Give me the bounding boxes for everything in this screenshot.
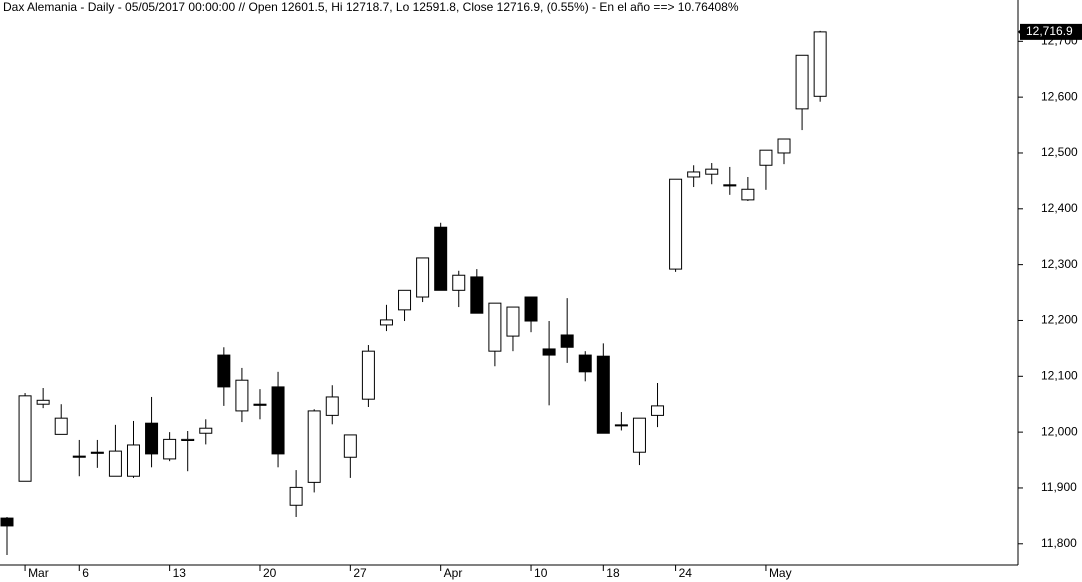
chart-title: Dax Alemania - Daily - 05/05/2017 00:00:… bbox=[3, 0, 739, 14]
y-tick-label: 12,100 bbox=[1041, 368, 1078, 382]
candle-body bbox=[434, 226, 448, 291]
candle-body bbox=[217, 354, 231, 388]
candle-body bbox=[145, 422, 159, 455]
candle-body bbox=[596, 355, 610, 434]
candle-body bbox=[253, 403, 267, 406]
y-tick-label: 12,500 bbox=[1041, 145, 1078, 159]
candle-body bbox=[90, 451, 104, 454]
candle-body bbox=[307, 410, 321, 483]
candle-body bbox=[651, 405, 665, 416]
x-tick-label: Apr bbox=[444, 566, 463, 580]
candle-body bbox=[614, 424, 628, 427]
y-tick-label: 11,900 bbox=[1041, 480, 1077, 494]
y-tick-label: 12,400 bbox=[1041, 201, 1078, 215]
candle-body bbox=[361, 350, 375, 400]
candle-body bbox=[379, 319, 393, 326]
candle-body bbox=[271, 386, 285, 455]
candle-body bbox=[759, 149, 773, 166]
candle-body bbox=[578, 354, 592, 373]
candle-body bbox=[108, 450, 122, 477]
candle-body bbox=[687, 171, 701, 178]
candle-body bbox=[325, 396, 339, 416]
candle-body bbox=[795, 54, 809, 110]
x-tick-label: 18 bbox=[606, 566, 620, 580]
candle-body bbox=[741, 188, 755, 201]
last-price-label: 12,716.9 bbox=[1026, 24, 1073, 38]
candle-body bbox=[36, 399, 50, 405]
candle-body bbox=[72, 455, 86, 458]
x-tick-label: 10 bbox=[534, 566, 548, 580]
candle-body bbox=[163, 438, 177, 460]
candle-body bbox=[723, 184, 737, 187]
x-tick-label: May bbox=[769, 566, 792, 580]
x-tick-label: 20 bbox=[263, 566, 277, 580]
candle-body bbox=[560, 334, 574, 348]
candle-body bbox=[126, 444, 140, 477]
candle-body bbox=[235, 379, 249, 412]
y-tick-label: 12,000 bbox=[1041, 424, 1078, 438]
candle-body bbox=[398, 289, 412, 311]
candle-body bbox=[18, 395, 32, 482]
candle-body bbox=[632, 417, 646, 453]
candle-body bbox=[416, 257, 430, 298]
y-tick-label: 12,300 bbox=[1041, 257, 1078, 271]
candle-body bbox=[705, 168, 719, 175]
candle-body bbox=[669, 178, 683, 270]
x-tick-label: 24 bbox=[679, 566, 693, 580]
candle-body bbox=[777, 138, 791, 154]
candle-body bbox=[289, 486, 303, 506]
candle-body bbox=[199, 427, 213, 434]
x-tick-label: Mar bbox=[28, 566, 49, 580]
x-tick-label: 13 bbox=[173, 566, 187, 580]
last-price-badge bbox=[1020, 23, 1082, 40]
candle-body bbox=[488, 302, 502, 352]
candle-body bbox=[470, 276, 484, 314]
candle-body bbox=[0, 517, 14, 527]
candle-body bbox=[542, 348, 556, 356]
x-tick-label: 27 bbox=[353, 566, 367, 580]
last-price-pointer bbox=[1018, 25, 1024, 38]
candle-body bbox=[813, 31, 827, 97]
y-tick-label: 12,200 bbox=[1041, 313, 1078, 327]
y-tick-label: 12,600 bbox=[1041, 89, 1078, 103]
y-tick-label: 11,800 bbox=[1041, 536, 1077, 550]
candle-body bbox=[524, 296, 538, 322]
candle-body bbox=[506, 306, 520, 337]
x-tick-label: 6 bbox=[82, 566, 89, 580]
candle-body bbox=[343, 434, 357, 458]
candle-body bbox=[452, 274, 466, 291]
candle-body bbox=[181, 438, 195, 441]
candle-body bbox=[54, 417, 68, 435]
